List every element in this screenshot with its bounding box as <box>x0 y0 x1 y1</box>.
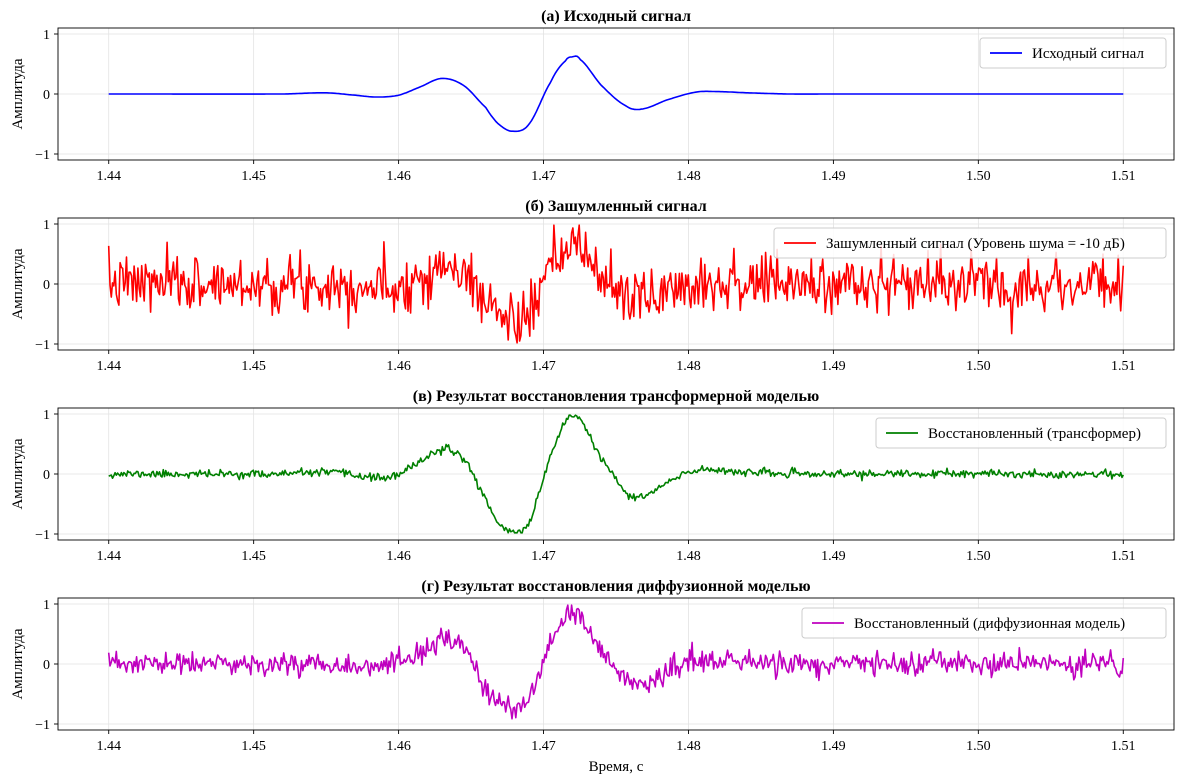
x-tick-label: 1.47 <box>531 739 556 754</box>
subplot-1: 1.44 1.45 1.46 1.47 1.48 1.49 1.50 1.51 −1 0 1 (а) … <box>10 8 1175 184</box>
legend-box <box>773 227 1167 259</box>
x-tick-label: 1.45 <box>241 359 266 374</box>
legend-label: Зашумленный сигнал (Уровень шума = -10 д… <box>826 236 1125 252</box>
subplot-title: (г) Результат восстановления диффузионно… <box>421 578 810 595</box>
series-line <box>107 224 1125 344</box>
x-tick-label: 1.47 <box>531 169 556 184</box>
subplot-title: (в) Результат восстановления трансформер… <box>413 388 819 405</box>
x-tick-label: 1.48 <box>676 359 701 374</box>
y-tick-label: 1 <box>43 28 50 43</box>
y-tick-label: 1 <box>43 218 50 233</box>
x-tick-label: 1.45 <box>241 169 266 184</box>
series-line <box>108 55 1124 133</box>
x-tick-label: 1.51 <box>1111 169 1136 184</box>
x-tick-label: 1.50 <box>966 739 991 754</box>
y-tick-label: 0 <box>43 278 50 293</box>
x-tick-label: 1.49 <box>821 169 846 184</box>
x-tick-label: 1.47 <box>531 549 556 564</box>
x-tick-label: 1.44 <box>96 359 121 374</box>
x-tick-label: 1.47 <box>531 359 556 374</box>
x-tick-label: 1.44 <box>96 549 121 564</box>
y-tick-label: −1 <box>35 528 50 543</box>
x-tick-label: 1.48 <box>676 739 701 754</box>
x-tick-label: 1.51 <box>1111 549 1136 564</box>
x-tick-label: 1.46 <box>386 739 411 754</box>
y-tick-label: −1 <box>35 148 50 163</box>
x-tick-label: 1.48 <box>676 169 701 184</box>
x-tick-label: 1.46 <box>386 549 411 564</box>
x-tick-label: 1.44 <box>96 739 121 754</box>
series-line <box>108 414 1125 534</box>
subplot-title: (б) Зашумленный сигнал <box>525 198 706 215</box>
legend-label: Восстановленный (трансформер) <box>928 426 1141 442</box>
y-axis-label: Амплитуда <box>10 58 26 129</box>
x-tick-label: 1.46 <box>386 359 411 374</box>
y-tick-label: −1 <box>35 338 50 353</box>
series-line <box>107 604 1125 720</box>
subplots: 1.44 1.45 1.46 1.47 1.48 1.49 1.50 1.51 −1 0 1 (а) … <box>10 8 1175 754</box>
legend: Зашумленный сигнал (Уровень шума = -10 д… <box>773 227 1167 259</box>
x-tick-label: 1.44 <box>96 169 121 184</box>
x-tick-label: 1.45 <box>241 549 266 564</box>
x-tick-label: 1.51 <box>1111 739 1136 754</box>
y-tick-label: −1 <box>35 718 50 733</box>
x-tick-label: 1.50 <box>966 359 991 374</box>
legend-box <box>979 37 1167 69</box>
x-tick-label: 1.51 <box>1111 359 1136 374</box>
legend-label: Восстановленный (диффузионная модель) <box>854 616 1125 632</box>
x-tick-label: 1.49 <box>821 739 846 754</box>
x-tick-label: 1.49 <box>821 359 846 374</box>
x-tick-label: 1.50 <box>966 169 991 184</box>
x-tick-label: 1.48 <box>676 549 701 564</box>
subplot-3: 1.44 1.45 1.46 1.47 1.48 1.49 1.50 1.51 −1 0 1 (в) … <box>10 388 1175 564</box>
x-tick-label: 1.49 <box>821 549 846 564</box>
legend: Восстановленный (диффузионная модель) <box>801 607 1167 639</box>
subplot-2: 1.44 1.45 1.46 1.47 1.48 1.49 1.50 1.51 −1 0 1 (б) … <box>10 198 1175 374</box>
x-tick-label: 1.45 <box>241 739 266 754</box>
y-tick-label: 1 <box>43 408 50 423</box>
y-tick-label: 1 <box>43 598 50 613</box>
y-axis-label: Амплитуда <box>10 248 26 319</box>
x-tick-label: 1.50 <box>966 549 991 564</box>
legend-box <box>801 607 1167 639</box>
y-axis-label: Амплитуда <box>10 438 26 509</box>
legend: Восстановленный (трансформер) <box>875 417 1167 449</box>
x-tick-label: 1.46 <box>386 169 411 184</box>
legend-box <box>875 417 1167 449</box>
x-axis-label: Время, с <box>589 759 644 775</box>
legend-label: Исходный сигнал <box>1032 46 1144 62</box>
y-tick-label: 0 <box>43 88 50 103</box>
legend: Исходный сигнал <box>979 37 1167 69</box>
y-axis-label: Амплитуда <box>10 628 26 699</box>
y-tick-label: 0 <box>43 468 50 483</box>
y-tick-label: 0 <box>43 658 50 673</box>
subplot-4: 1.44 1.45 1.46 1.47 1.48 1.49 1.50 1.51 −1 0 1 (г) … <box>10 578 1175 754</box>
subplot-title: (а) Исходный сигнал <box>541 8 691 25</box>
